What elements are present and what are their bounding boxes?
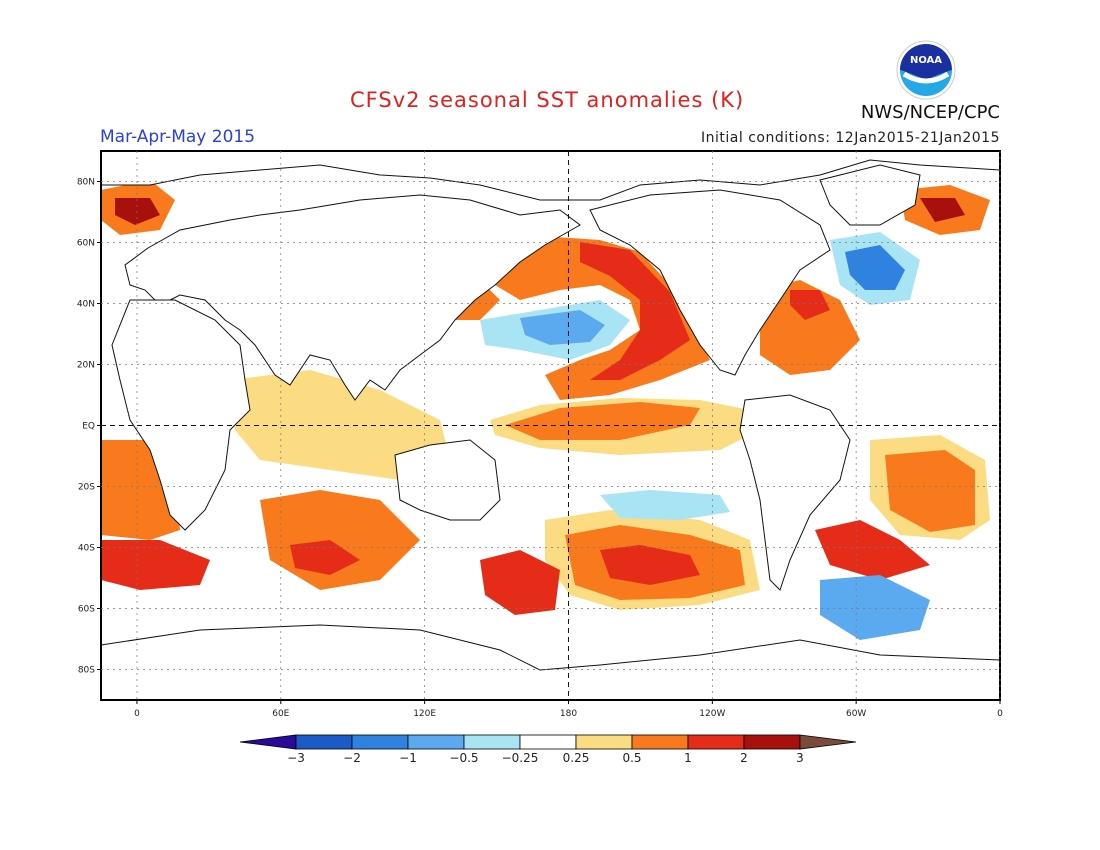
- longitude-label: 0: [134, 709, 140, 719]
- anomaly-equatorial-pacific-warm: [490, 398, 760, 455]
- land-australia: [394, 439, 501, 521]
- land-arctic-edge: [101, 151, 1000, 201]
- organization-label: NWS/NCEP/CPC: [860, 102, 1000, 123]
- anomaly-south-pacific-cool: [600, 490, 730, 520]
- colorbar-swatch: [295, 734, 353, 750]
- latitude-label: EQ: [82, 422, 95, 432]
- colorbar-swatch: [575, 734, 633, 750]
- latitude-label: 80S: [78, 666, 95, 676]
- land-south-america: [739, 394, 851, 591]
- land-masses: [101, 151, 1000, 700]
- latitude-label: 60S: [78, 605, 95, 615]
- anomaly-south-atlantic-warm: [815, 435, 990, 580]
- anomaly-north-atlantic: [760, 185, 990, 375]
- land-eurasia: [124, 194, 581, 401]
- longitude-label: 180: [560, 709, 577, 719]
- colorbar-max-triangle: [799, 734, 857, 750]
- latitude-label: 40S: [78, 544, 95, 554]
- colorbar-label: 3: [796, 751, 804, 765]
- latitude-label: 60N: [77, 239, 95, 249]
- colorbar-min-triangle: [239, 734, 297, 750]
- chart-title: CFSv2 seasonal SST anomalies (K): [350, 88, 745, 112]
- noaa-logo: NOAA: [896, 40, 956, 100]
- colorbar-swatch: [463, 734, 521, 750]
- anomaly-field: [101, 151, 1000, 700]
- longitude-label: 120E: [413, 709, 436, 719]
- land-antarctica: [101, 624, 1000, 700]
- latitude-label: 80N: [77, 178, 95, 188]
- colorbar-swatch: [407, 734, 465, 750]
- colorbar-swatch: [687, 734, 745, 750]
- anomaly-north-pacific-cool: [480, 300, 630, 360]
- colorbar-swatch: [631, 734, 689, 750]
- colorbar-label: −3: [287, 751, 305, 765]
- longitude-label: 60W: [846, 709, 866, 719]
- latitude-labels: 80N 60N 40N 20N EQ 20S 40S 60S 80S: [77, 178, 101, 676]
- longitude-label: 0: [997, 709, 1003, 719]
- colorbar-swatch: [519, 734, 577, 750]
- anomaly-northeast-atlantic: [101, 180, 175, 235]
- period-label: Mar-Apr-May 2015: [100, 127, 256, 147]
- colorbar: −3 −2 −1 −0.5 −0.25 0.25 0.5 1 2 3: [239, 734, 857, 765]
- anomaly-south-pacific-warm: [545, 510, 760, 610]
- anomaly-southern-ocean-cool: [820, 575, 930, 640]
- logo-text: NOAA: [910, 55, 942, 66]
- latitude-label: 20S: [78, 483, 95, 493]
- longitude-label: 120W: [699, 709, 725, 719]
- colorbar-label: 2: [740, 751, 748, 765]
- longitude-labels: 0 60E 120E 180 120W 60W 0: [134, 700, 1003, 719]
- anomaly-tasman-warm: [480, 550, 560, 615]
- land-north-america: [589, 189, 831, 376]
- initial-conditions-label: Initial conditions: 12Jan2015-21Jan2015: [701, 130, 1000, 146]
- colorbar-label: −0.5: [449, 751, 478, 765]
- colorbar-label: −1: [399, 751, 417, 765]
- colorbar-swatch: [351, 734, 409, 750]
- gridlines: [101, 151, 1001, 700]
- longitude-label: 60E: [272, 709, 289, 719]
- anomaly-northeast-pacific-warm: [490, 236, 710, 400]
- land-greenland: [819, 164, 921, 226]
- colorbar-label: 0.25: [563, 751, 590, 765]
- land-africa: [111, 299, 251, 531]
- latitude-label: 20N: [77, 361, 95, 371]
- colorbar-label: −2: [343, 751, 361, 765]
- colorbar-label: 1: [684, 751, 692, 765]
- colorbar-label: −0.25: [502, 751, 539, 765]
- colorbar-swatch: [743, 734, 801, 750]
- latitude-label: 40N: [77, 300, 95, 310]
- colorbar-label: 0.5: [622, 751, 641, 765]
